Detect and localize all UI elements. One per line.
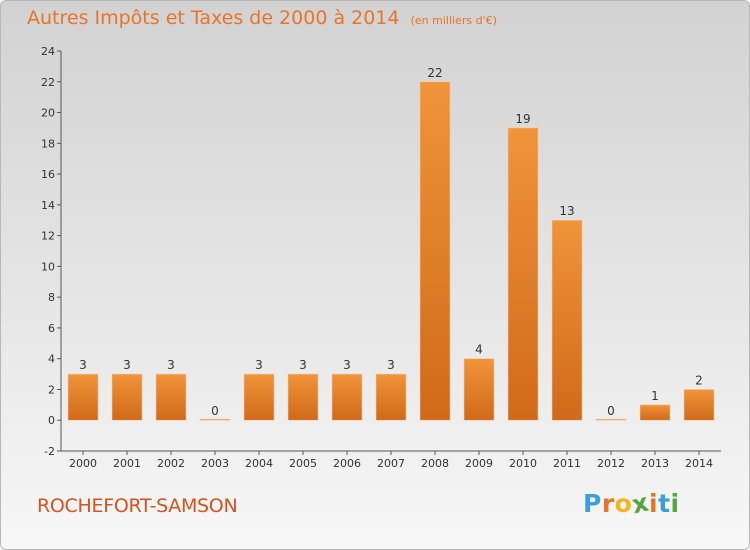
logo-letter: r — [601, 489, 615, 518]
x-tick-label: 2003 — [201, 457, 229, 470]
bar-2012[interactable] — [595, 418, 627, 421]
bar-2003[interactable] — [199, 418, 231, 421]
y-tick-label: 14 — [41, 199, 55, 212]
y-tick-label: 22 — [41, 76, 55, 89]
data-label-2000: 3 — [79, 358, 87, 372]
data-label-2003: 0 — [211, 404, 219, 418]
y-tick-label: 20 — [41, 107, 55, 120]
y-tick-label: 4 — [48, 353, 55, 366]
proxiti-logo[interactable]: Proxiti — [583, 488, 680, 520]
data-label-2008: 22 — [427, 66, 442, 80]
data-label-2009: 4 — [475, 343, 483, 357]
logo-letter: i — [649, 489, 659, 518]
data-label-2006: 3 — [343, 358, 351, 372]
data-label-2001: 3 — [123, 358, 131, 372]
data-label-2004: 3 — [255, 358, 263, 372]
y-tick-label: 10 — [41, 260, 55, 273]
bar-2014[interactable] — [683, 389, 715, 421]
x-tick-label: 2010 — [509, 457, 537, 470]
data-label-2002: 3 — [167, 358, 175, 372]
bars — [67, 81, 715, 421]
bar-2011[interactable] — [551, 219, 583, 421]
x-tick-label: 2008 — [421, 457, 449, 470]
y-tick-label: -2 — [44, 445, 55, 458]
title-row: Autres Impôts et Taxes de 2000 à 2014 (e… — [27, 7, 497, 29]
x-tick-label: 2000 — [69, 457, 97, 470]
data-label-2011: 13 — [559, 204, 574, 218]
logo-letter: t — [658, 489, 671, 518]
chart-title: Autres Impôts et Taxes de 2000 à 2014 — [27, 7, 400, 29]
data-label-2014: 2 — [695, 373, 703, 387]
y-tick-label: 16 — [41, 168, 55, 181]
y-tick-label: 18 — [41, 137, 55, 150]
x-tick-label: 2006 — [333, 457, 361, 470]
logo-letter: o — [614, 489, 633, 518]
y-tick-label: 12 — [41, 230, 55, 243]
bar-2000[interactable] — [67, 373, 99, 421]
bar-2006[interactable] — [331, 373, 363, 421]
y-tick-label: 24 — [41, 45, 55, 58]
x-tick-label: 2013 — [641, 457, 669, 470]
bar-2004[interactable] — [243, 373, 275, 421]
bar-2008[interactable] — [419, 81, 451, 421]
place-name: ROCHEFORT-SAMSON — [37, 495, 238, 517]
data-label-2007: 3 — [387, 358, 395, 372]
data-label-2010: 19 — [515, 112, 530, 126]
y-tick-label: 6 — [48, 322, 55, 335]
logo-letter: i — [670, 489, 680, 518]
data-label-2012: 0 — [607, 404, 615, 418]
bar-2010[interactable] — [507, 127, 539, 421]
x-tick-label: 2004 — [245, 457, 273, 470]
x-tick-label: 2012 — [597, 457, 625, 470]
chart-subtitle: (en milliers d'€) — [410, 14, 497, 27]
x-tick-label: 2009 — [465, 457, 493, 470]
bar-2013[interactable] — [639, 404, 671, 421]
logo-letter: P — [583, 489, 602, 518]
bar-2007[interactable] — [375, 373, 407, 421]
bar-2002[interactable] — [155, 373, 187, 421]
bar-2001[interactable] — [111, 373, 143, 421]
x-tick-label: 2011 — [553, 457, 581, 470]
data-label-2005: 3 — [299, 358, 307, 372]
data-labels: 3 3 3 0 3 3 3 3 22 4 19 13 0 1 2 — [79, 66, 703, 418]
y-tick-label: 8 — [48, 291, 55, 304]
bar-2005[interactable] — [287, 373, 319, 421]
bar-2009[interactable] — [463, 358, 495, 421]
data-label-2013: 1 — [651, 389, 659, 403]
x-tick-label: 2001 — [113, 457, 141, 470]
y-tick-label: 0 — [48, 414, 55, 427]
x-tick-label: 2002 — [157, 457, 185, 470]
x-tick-label: 2014 — [685, 457, 713, 470]
x-tick-label: 2005 — [289, 457, 317, 470]
y-tick-label: 2 — [48, 383, 55, 396]
x-tick-label: 2007 — [377, 457, 405, 470]
